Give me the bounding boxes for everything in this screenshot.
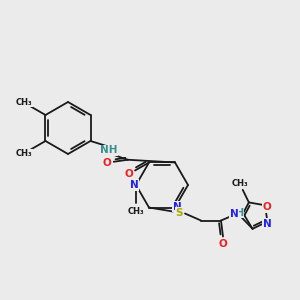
Text: N: N: [172, 202, 182, 212]
Text: CH₃: CH₃: [16, 98, 32, 107]
Text: N: N: [130, 180, 138, 190]
Text: CH₃: CH₃: [231, 179, 248, 188]
Text: CH₃: CH₃: [16, 149, 32, 158]
Text: CH₃: CH₃: [128, 206, 144, 215]
Text: O: O: [124, 169, 134, 179]
Text: O: O: [102, 158, 111, 168]
Text: NH: NH: [100, 146, 118, 155]
Text: N: N: [230, 208, 238, 218]
Text: O: O: [219, 238, 227, 248]
Text: S: S: [175, 208, 183, 218]
Text: O: O: [263, 202, 272, 212]
Text: H: H: [235, 208, 243, 218]
Text: N: N: [263, 219, 272, 229]
